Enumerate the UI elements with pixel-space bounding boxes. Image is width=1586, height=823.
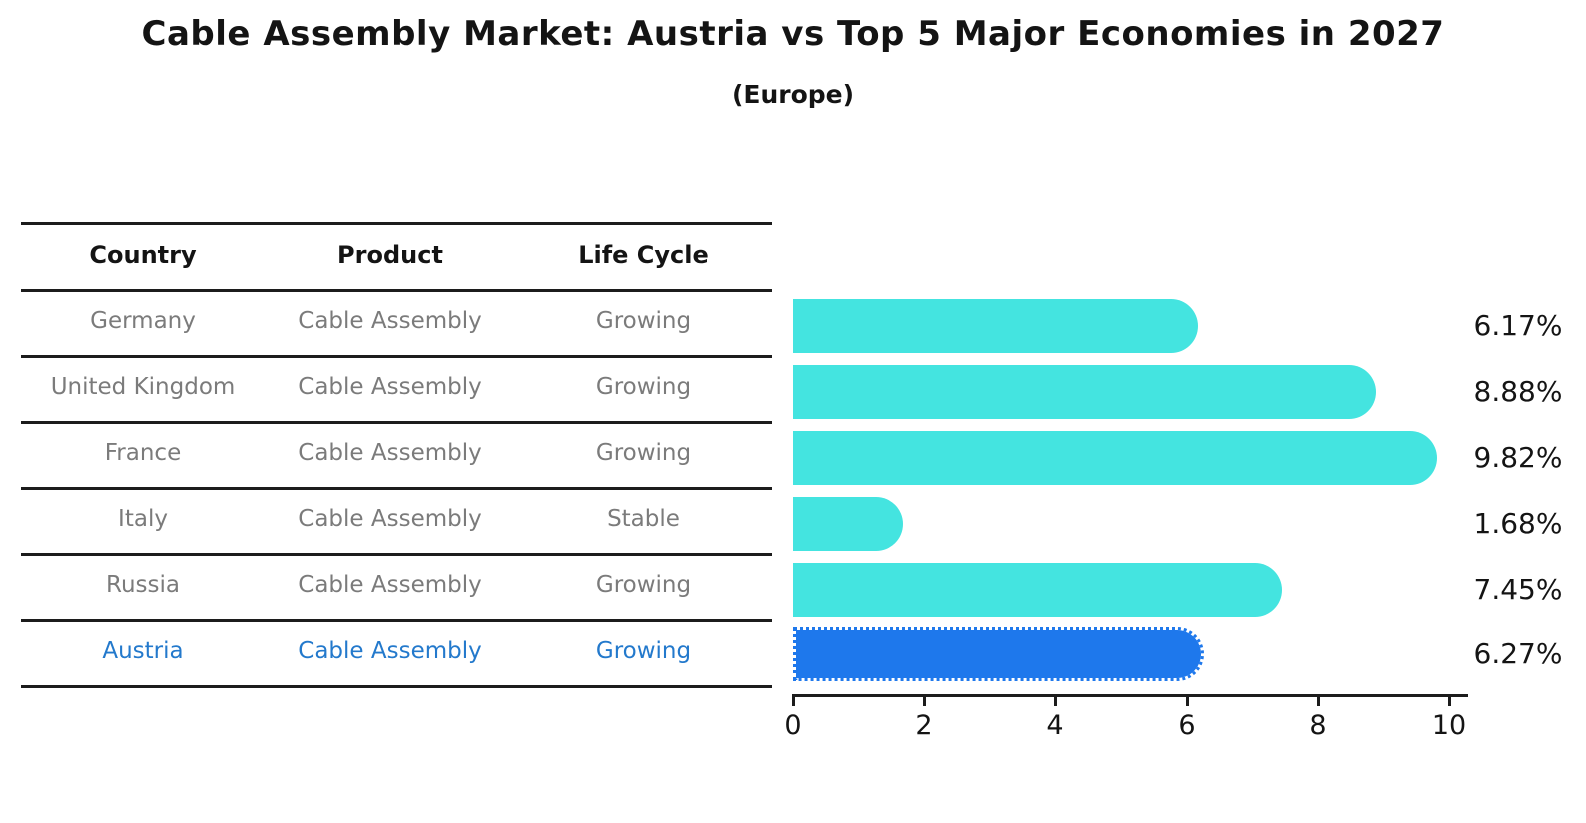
table-row: Italy Cable Assembly Stable xyxy=(21,503,772,535)
value-label: 9.82% xyxy=(1473,441,1563,474)
cell-life-cycle: Stable xyxy=(607,506,680,532)
table-row-divider xyxy=(21,619,772,622)
table-header-row: Country Product Life Cycle xyxy=(21,239,772,271)
cell-life-cycle: Growing xyxy=(595,374,692,400)
cell-product: Cable Assembly xyxy=(298,506,482,532)
value-label: 8.88% xyxy=(1473,375,1563,408)
x-axis-tick xyxy=(1448,697,1451,706)
bar-france xyxy=(793,431,1437,485)
cell-product: Cable Assembly xyxy=(298,374,482,400)
cell-country: United Kingdom xyxy=(50,374,236,400)
cell-country: Russia xyxy=(106,572,180,598)
x-axis-tick xyxy=(792,697,795,706)
table-row: France Cable Assembly Growing xyxy=(21,437,772,469)
table-row-divider xyxy=(21,355,772,358)
cell-product: Cable Assembly xyxy=(298,440,482,466)
bar-germany xyxy=(793,299,1198,353)
x-axis-tick-label: 6 xyxy=(1178,710,1196,741)
x-axis-tick-label: 4 xyxy=(1046,710,1064,741)
table-border-bottom xyxy=(21,685,772,688)
cell-product: Cable Assembly xyxy=(298,308,482,334)
x-axis-tick xyxy=(1186,697,1189,706)
table-border-top xyxy=(21,222,772,225)
cell-life-cycle: Growing xyxy=(595,638,692,664)
cell-country: Italy xyxy=(118,506,168,532)
bar-austria-highlighted xyxy=(793,627,1204,681)
table-row-divider xyxy=(21,421,772,424)
bar-united-kingdom xyxy=(793,365,1376,419)
column-header-life-cycle: Life Cycle xyxy=(578,241,709,269)
value-label: 6.27% xyxy=(1473,637,1563,670)
column-header-product: Product xyxy=(337,241,443,269)
x-axis-tick-label: 10 xyxy=(1431,710,1467,741)
table-row: Russia Cable Assembly Growing xyxy=(21,569,772,601)
table-row-highlighted: Austria Cable Assembly Growing xyxy=(21,635,772,667)
x-axis-tick xyxy=(923,697,926,706)
cell-life-cycle: Growing xyxy=(595,440,692,466)
bar-russia xyxy=(793,563,1282,617)
chart-title: Cable Assembly Market: Austria vs Top 5 … xyxy=(141,14,1445,54)
cell-life-cycle: Growing xyxy=(595,308,692,334)
value-label: 6.17% xyxy=(1473,309,1563,342)
chart-subtitle: (Europe) xyxy=(731,80,855,109)
cell-life-cycle: Growing xyxy=(595,572,692,598)
table-border-header xyxy=(21,289,772,292)
x-axis-tick-label: 0 xyxy=(784,710,802,741)
x-axis-line xyxy=(792,694,1468,697)
value-label: 7.45% xyxy=(1473,573,1563,606)
cell-country: Austria xyxy=(102,638,184,664)
cell-country: France xyxy=(104,440,182,466)
cell-product: Cable Assembly xyxy=(298,638,482,664)
cell-country: Germany xyxy=(90,308,196,334)
x-axis-tick xyxy=(1317,697,1320,706)
x-axis-tick-label: 8 xyxy=(1309,710,1327,741)
column-header-country: Country xyxy=(89,241,197,269)
table-row-divider xyxy=(21,553,772,556)
x-axis-tick xyxy=(1054,697,1057,706)
value-label: 1.68% xyxy=(1473,507,1563,540)
bar-italy xyxy=(793,497,903,551)
table-row: Germany Cable Assembly Growing xyxy=(21,305,772,337)
x-axis-tick-label: 2 xyxy=(915,710,933,741)
cell-product: Cable Assembly xyxy=(298,572,482,598)
table-row-divider xyxy=(21,487,772,490)
table-row: United Kingdom Cable Assembly Growing xyxy=(21,371,772,403)
